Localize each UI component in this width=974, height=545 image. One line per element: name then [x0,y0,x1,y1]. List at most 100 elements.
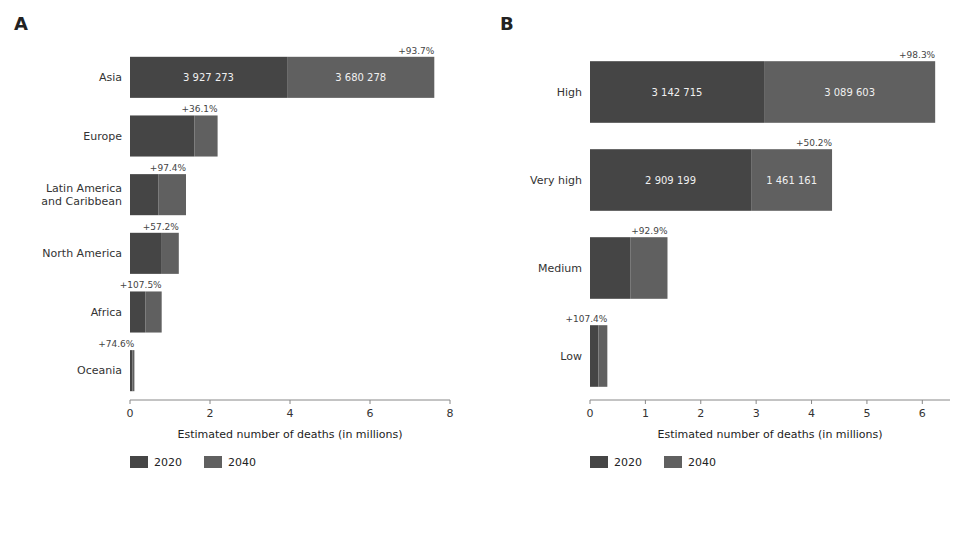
bar-segment [130,57,287,98]
category-label: Low [560,350,582,363]
category-label: North America [42,247,122,260]
x-tick [811,400,812,404]
x-tick [130,400,131,404]
category-label: Asia [99,71,122,84]
category-label-line: Latin America [46,182,122,195]
annotation: +36.1% [181,104,218,114]
bar-segment [630,237,667,299]
annotation: +107.5% [120,280,162,290]
bar-segment [598,325,607,387]
legend-label: 2020 [614,456,642,469]
x-tick-label: 1 [642,407,649,420]
labels: 3 927 273 3 680 278 +93.7% +36.1% +97.4% +57.… [98,46,434,349]
data-label: 1 461 161 [766,175,817,186]
legend-swatch [204,456,222,468]
panel-title: B [500,13,514,34]
x-tick-label: 0 [127,407,134,420]
x-tick-label: 0 [587,407,594,420]
bar-segment [133,350,135,391]
data-label: 2 909 199 [645,175,696,186]
category-label: Latin Americaand Caribbean [41,182,122,208]
category-label-line: Europe [83,130,122,143]
legend-swatch [130,456,148,468]
category-label-line: Very high [530,174,582,187]
x-axis-line [590,400,950,401]
panel-title: A [14,13,28,34]
x-tick [756,400,757,404]
data-label: 3 142 715 [652,87,703,98]
category-label: Oceania [77,364,122,377]
annotation: +97.4% [150,163,187,173]
category-label: Very high [530,174,582,187]
x-tick-label: 8 [447,407,454,420]
x-tick-label: 6 [919,407,926,420]
x-tick [590,400,591,404]
bar-segment [158,174,186,215]
annotation: +92.9% [631,226,668,236]
legend-label: 2040 [228,456,256,469]
bar-segment [590,149,751,211]
bar-segment [590,61,764,123]
x-tick-label: 2 [207,407,214,420]
annotation: +93.7% [398,46,435,56]
bar-segment [130,291,145,332]
x-tick [370,400,371,404]
bar-segment [130,115,194,156]
legend-swatch [590,456,608,468]
bar-segment [130,350,133,391]
category-label-line: Low [560,350,582,363]
x-tick [922,400,923,404]
x-tick [700,400,701,404]
annotation: +107.4% [565,314,607,324]
category-label-line: High [557,86,582,99]
x-tick [866,400,867,404]
bar-segment [161,233,179,274]
legend: 2020 2040 [130,456,256,469]
figure: A 3 927 273 3 680 278 +93.7% +36.1% +97.4% +57… [0,0,974,545]
legend: 2020 2040 [590,456,716,469]
x-tick [645,400,646,404]
x-tick-label: 4 [808,407,815,420]
x-tick-label: 5 [863,407,870,420]
x-tick [210,400,211,404]
category-label: High [557,86,582,99]
bar-segment [764,61,935,123]
bar-segment [751,149,832,211]
category-label: Medium [538,262,582,275]
category-label: Europe [83,130,122,143]
x-axis-label: Estimated number of deaths (in millions) [177,428,402,441]
labels: 3 142 715 2 909 199 3 089 603 1 461 161 +98.… [565,50,935,324]
category-label-line: and Caribbean [41,195,122,208]
bars [130,57,434,391]
bar-segment [145,291,161,332]
annotation: +50.2% [796,138,833,148]
panel: A 3 927 273 3 680 278 +93.7% +36.1% +97.4% +57… [14,13,454,469]
data-label: 3 089 603 [824,87,875,98]
legend-label: 2020 [154,456,182,469]
x-tick-label: 4 [287,407,294,420]
category-label-line: Asia [99,71,122,84]
category-label-line: Oceania [77,364,122,377]
bars [590,61,935,387]
bar-segment [194,115,217,156]
category-label: Africa [91,306,122,319]
category-label-line: Medium [538,262,582,275]
data-label: 3 680 278 [335,72,386,83]
x-tick [450,400,451,404]
x-tick-label: 3 [753,407,760,420]
category-label-line: Africa [91,306,122,319]
legend-label: 2040 [688,456,716,469]
x-axis-label: Estimated number of deaths (in millions) [657,428,882,441]
annotation: +74.6% [98,339,135,349]
x-tick-label: 6 [367,407,374,420]
legend-swatch [664,456,682,468]
x-tick-label: 2 [697,407,704,420]
category-label-line: North America [42,247,122,260]
bar-segment [287,57,434,98]
data-label: 3 927 273 [183,72,234,83]
annotation: +57.2% [143,222,180,232]
x-tick [290,400,291,404]
annotation: +98.3% [899,50,936,60]
panel: B 3 142 715 2 909 199 3 089 603 1 461 161 +98… [500,13,950,469]
bar-segment [130,174,158,215]
